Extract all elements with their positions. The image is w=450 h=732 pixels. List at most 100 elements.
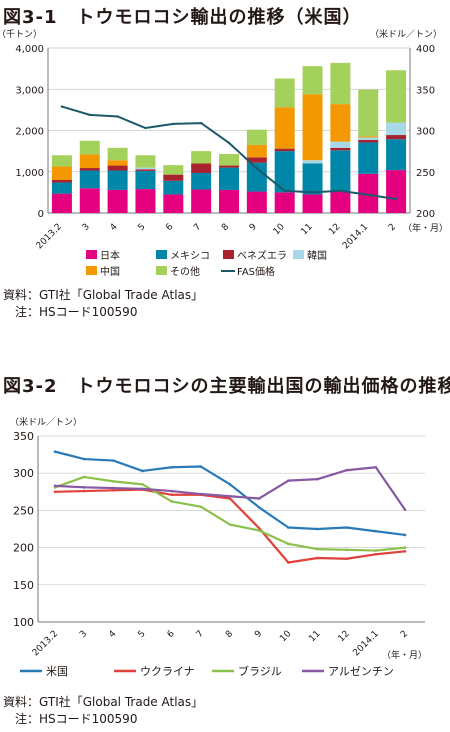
series-point xyxy=(170,489,173,493)
series-point xyxy=(199,492,203,496)
bar-segment xyxy=(358,173,379,213)
y-left-unit: （千トン） xyxy=(0,29,42,40)
y-tick-label: 150 xyxy=(13,579,34,592)
fas-price-point xyxy=(367,193,370,197)
bar-segment xyxy=(358,142,379,174)
x-tick-label: 5 xyxy=(136,629,147,640)
bar-segment xyxy=(51,193,72,213)
y-left-tick-label: 1,000 xyxy=(15,168,44,179)
series-point xyxy=(287,526,290,529)
bar-segment xyxy=(79,154,100,169)
fas-price-point xyxy=(60,105,64,108)
bar-segment xyxy=(302,94,323,161)
fas-price-point xyxy=(227,141,231,145)
bar-segment xyxy=(163,165,184,175)
series-point xyxy=(199,465,203,468)
series-point xyxy=(345,548,348,552)
bar-segment xyxy=(107,189,128,213)
series-line xyxy=(54,466,406,511)
bar-segment xyxy=(107,147,128,161)
x-tick-label: 5 xyxy=(136,222,147,233)
legend-label: アルゼンチン xyxy=(328,665,394,678)
legend-swatch xyxy=(86,266,97,275)
legend-label: 米国 xyxy=(46,665,68,678)
series-point xyxy=(257,506,261,509)
legend-label: 日本 xyxy=(100,249,120,262)
series-point xyxy=(374,552,378,556)
series-point xyxy=(374,549,378,552)
legend-swatch xyxy=(223,250,234,259)
x-tick-label: 12 xyxy=(337,629,352,644)
series-point xyxy=(403,533,407,537)
bar-segment xyxy=(386,70,407,123)
bar-segment xyxy=(163,180,184,195)
x-tick-label: 2 xyxy=(399,629,410,640)
series-point xyxy=(287,479,290,482)
x-tick-label: 8 xyxy=(220,222,231,233)
series-point xyxy=(316,547,319,551)
x-tick-label: 7 xyxy=(195,629,206,640)
series-point xyxy=(228,523,232,526)
bar-segment xyxy=(107,165,128,171)
figure1-note: 注：HSコード100590 xyxy=(3,305,138,319)
figure1-source: 資料：GTI社「Global Trade Atlas」 xyxy=(3,288,204,302)
bar-segment xyxy=(246,162,267,192)
bar-segment xyxy=(51,166,72,180)
bar-segment xyxy=(358,136,379,138)
fas-price-point xyxy=(255,167,259,170)
series-point xyxy=(257,497,261,500)
bar-segment xyxy=(51,180,72,183)
bar-segment xyxy=(274,78,295,108)
bar-segment xyxy=(358,137,379,140)
bar-segment xyxy=(358,139,379,143)
x-axis-unit: （年・月） xyxy=(403,222,448,234)
legend-label: メキシコ xyxy=(170,251,210,262)
bar-segment xyxy=(358,89,379,137)
series-point xyxy=(228,497,232,500)
fas-price-point xyxy=(199,121,203,125)
legend-label: ウクライナ xyxy=(140,665,195,678)
series-point xyxy=(228,483,232,486)
bar-segment xyxy=(330,104,351,142)
series-point xyxy=(257,526,261,530)
bar-segment xyxy=(246,157,267,163)
y-left-tick-label: 2,000 xyxy=(15,127,44,138)
bar-segment xyxy=(219,189,239,213)
y-right-tick-label: 250 xyxy=(416,168,435,179)
legend-swatch xyxy=(156,266,167,275)
series-point xyxy=(345,468,348,472)
fas-price-point xyxy=(394,197,398,201)
legend-swatch xyxy=(156,250,167,259)
series-point xyxy=(53,450,57,453)
series-point xyxy=(316,477,319,481)
legend-swatch xyxy=(86,250,97,259)
bar-segment xyxy=(386,122,407,136)
figure1-title: 図3-1 トウモロコシ輸出の推移（米国） xyxy=(3,7,362,28)
series-point xyxy=(112,459,115,462)
bar-segment xyxy=(219,165,239,168)
bar-segment xyxy=(274,151,295,193)
y-left-tick-label: 0 xyxy=(38,209,44,220)
bar-segment xyxy=(135,189,156,213)
fas-price-point xyxy=(116,115,119,118)
bar-segment xyxy=(163,194,184,213)
bar-segment xyxy=(79,140,100,155)
y-tick-label: 100 xyxy=(13,616,34,629)
series-point xyxy=(170,500,173,503)
series-point xyxy=(112,480,115,483)
series-point xyxy=(141,469,144,473)
series-point xyxy=(316,527,319,531)
bar-segment xyxy=(219,154,239,166)
series-line xyxy=(54,488,406,564)
y-tick-label: 300 xyxy=(13,467,34,480)
series-point xyxy=(170,493,173,497)
bar-segment xyxy=(51,182,72,194)
series-point xyxy=(82,457,86,461)
legend-label: FAS価格 xyxy=(237,265,275,278)
bar-segment xyxy=(79,188,100,213)
series-point xyxy=(82,486,86,489)
series-point xyxy=(53,490,57,494)
y-right-tick-label: 200 xyxy=(416,209,435,220)
bar-segment xyxy=(386,170,407,213)
series-point xyxy=(53,484,57,488)
